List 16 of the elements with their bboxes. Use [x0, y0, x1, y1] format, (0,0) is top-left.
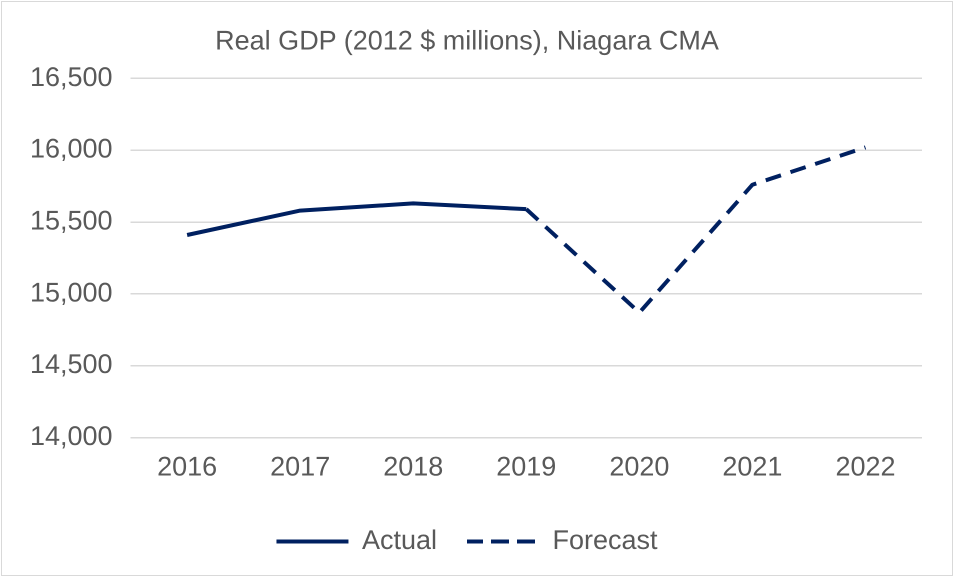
y-tick-label: 15,000 [30, 277, 113, 308]
x-tick-label: 2016 [157, 451, 218, 482]
x-tick-label: 2017 [270, 451, 330, 482]
x-tick-label: 2019 [496, 451, 556, 482]
y-tick-label: 14,500 [30, 349, 113, 380]
y-tick-label: 16,000 [30, 134, 113, 164]
legend-label: Actual [362, 524, 438, 555]
x-tick-label: 2018 [383, 451, 444, 482]
y-tick-label: 16,500 [30, 62, 113, 92]
x-tick-label: 2022 [835, 451, 896, 482]
y-tick-label: 14,000 [30, 421, 113, 452]
legend-label: Forecast [552, 524, 658, 555]
y-tick-label: 15,500 [30, 206, 113, 236]
chart-title: Real GDP (2012 $ millions), Niagara CMA [215, 26, 719, 56]
x-tick-label: 2020 [609, 451, 670, 482]
x-tick-label: 2021 [722, 451, 782, 482]
